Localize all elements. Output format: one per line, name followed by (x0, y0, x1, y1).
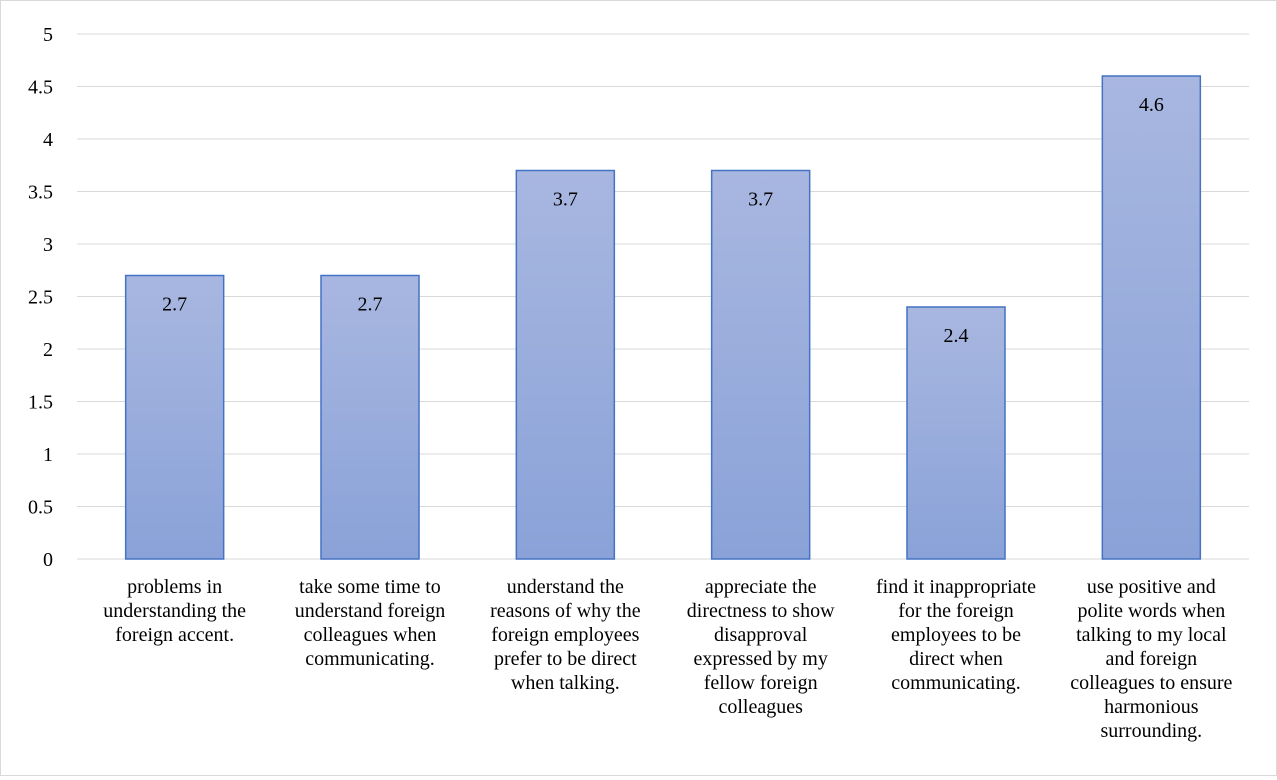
y-tick-label: 0 (43, 549, 53, 571)
x-tick-label-line: colleagues (718, 696, 803, 718)
x-tick-label: understand the reasons of why the foreign … (490, 576, 641, 694)
x-tick-label: use positive and polite words when talking… (1070, 576, 1232, 742)
data-labels: 2.7 2.7 3.7 3.7 2.4 4.6 (162, 94, 1164, 347)
x-tick-label-line: communicating. (891, 672, 1020, 694)
x-tick-label-line: understand the (507, 576, 624, 598)
y-tick-label: 1 (43, 444, 53, 466)
y-tick-label: 0.5 (28, 497, 53, 519)
bar (906, 306, 1006, 560)
x-tick-label-line: colleagues when (304, 624, 437, 646)
y-tick-label: 4 (43, 129, 53, 151)
x-tick-label: find it inappropriate for the foreign empl… (876, 576, 1036, 694)
x-tick-label-line: foreign accent. (115, 624, 234, 646)
bar (1101, 75, 1202, 560)
x-tick-label-line: foreign employees (491, 624, 639, 646)
bar (515, 169, 616, 560)
bars (124, 75, 1202, 560)
x-tick-label-line: appreciate the (705, 576, 817, 598)
y-tick-label: 2 (43, 339, 53, 361)
data-label: 4.6 (1139, 94, 1164, 116)
x-tick-label-line: reasons of why the (490, 600, 641, 622)
data-label: 2.4 (944, 325, 969, 347)
x-tick-label-line: take some time to (299, 576, 441, 598)
y-tick-label: 3 (43, 234, 53, 256)
data-label: 2.7 (162, 294, 187, 316)
y-tick-label: 4.5 (28, 77, 53, 99)
x-tick-label-line: harmonious (1104, 696, 1199, 718)
x-tick-label-line: surrounding. (1100, 720, 1202, 742)
data-label: 3.7 (553, 189, 578, 211)
x-tick-label-line: expressed by my (693, 648, 827, 670)
gridlines (77, 33, 1249, 560)
x-tick-label-line: direct when (909, 648, 1003, 670)
x-tick-label-line: prefer to be direct (494, 648, 637, 670)
y-tick-label: 2.5 (28, 287, 53, 309)
x-tick-label-line: understand foreign (295, 600, 446, 622)
x-tick-label-line: fellow foreign (704, 672, 818, 694)
data-label: 2.7 (358, 294, 383, 316)
bar (710, 169, 811, 560)
x-tick-label-line: employees to be (891, 624, 1021, 646)
y-tick-label: 5 (43, 24, 53, 46)
y-axis-tick-labels: 0 0.5 1 1.5 2 2.5 3 3.5 4 4.5 5 (28, 24, 53, 571)
x-tick-label-line: understanding the (103, 600, 246, 622)
x-tick-label-line: colleagues to ensure (1070, 672, 1232, 694)
x-tick-label-line: when talking. (511, 672, 620, 694)
y-tick-label: 3.5 (28, 182, 53, 204)
x-tick-label-line: find it inappropriate (876, 576, 1036, 598)
x-tick-label-line: use positive and (1087, 576, 1216, 598)
bar (124, 274, 225, 560)
x-tick-label: appreciate the directness to show disappro… (687, 576, 835, 718)
x-tick-label-line: disapproval (714, 624, 808, 646)
x-tick-label-line: talking to my local (1076, 624, 1227, 646)
x-tick-label: take some time to understand foreign colle… (295, 576, 446, 670)
x-tick-label-line: polite words when (1077, 600, 1225, 622)
x-tick-label-line: directness to show (687, 600, 835, 622)
x-tick-label-line: problems in (127, 576, 222, 598)
bar (320, 274, 420, 560)
x-tick-label: problems in understanding the foreign acce… (103, 576, 246, 646)
data-label: 3.7 (748, 189, 773, 211)
x-axis-category-labels: problems in understanding the foreign acce… (103, 576, 1232, 742)
x-tick-label-line: communicating. (305, 648, 434, 670)
x-tick-label-line: for the foreign (898, 600, 1014, 622)
x-tick-label-line: and foreign (1106, 648, 1198, 670)
y-tick-label: 1.5 (28, 392, 53, 414)
